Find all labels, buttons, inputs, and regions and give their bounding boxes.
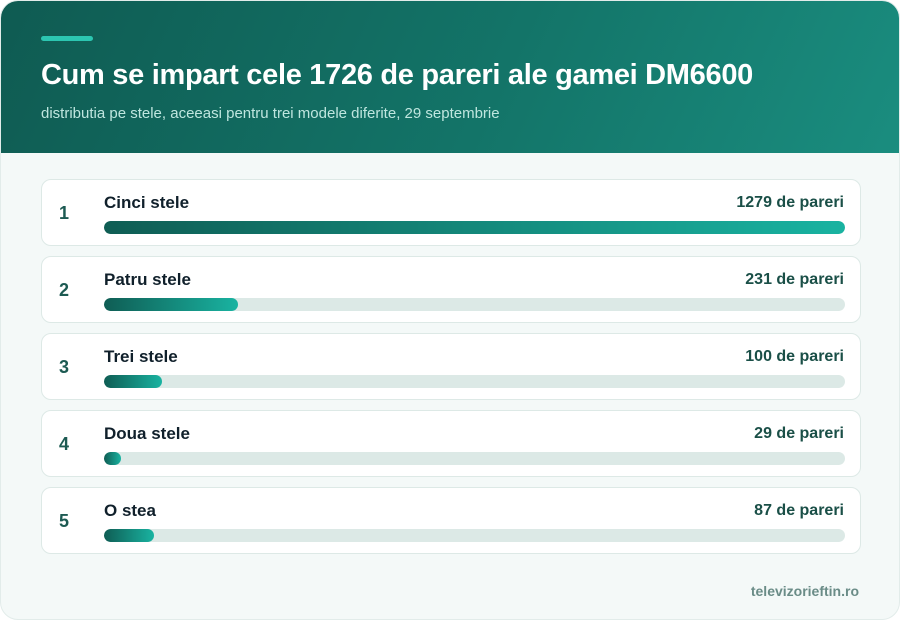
bar-rank: 2: [59, 280, 70, 300]
bar-rank: 4: [59, 434, 70, 454]
bar-category-label: Patru stele: [104, 270, 191, 289]
bar-value-label: 1279 de pareri: [736, 194, 844, 211]
bar-track: [104, 298, 845, 311]
bar-fill: [104, 529, 154, 542]
bar-track: [104, 452, 845, 465]
bar-value-label: 231 de pareri: [745, 271, 844, 288]
bar-value-label: 100 de pareri: [745, 348, 844, 365]
bar-track: [104, 221, 845, 234]
accent-line: [41, 36, 93, 41]
chart-title: Cum se impart cele 1726 de pareri ale ga…: [41, 59, 753, 91]
bar-rank: 3: [59, 357, 70, 377]
bar-row: 4 Doua stele 29 de pareri: [41, 410, 861, 477]
bar-row: 3 Trei stele 100 de pareri: [41, 333, 861, 400]
bar-value-label: 87 de pareri: [754, 502, 844, 519]
bar-fill: [104, 298, 238, 311]
bar-category-label: Cinci stele: [104, 193, 190, 212]
bar-row: 2 Patru stele 231 de pareri: [41, 256, 861, 323]
bar-value-label: 29 de pareri: [754, 425, 844, 442]
bar-row: 1 Cinci stele 1279 de pareri: [41, 179, 861, 246]
bar-rank: 1: [59, 203, 70, 223]
bar-row: 5 O stea 87 de pareri: [41, 487, 861, 554]
bar-list: 1 Cinci stele 1279 de pareri 2 Patru stele 23…: [41, 179, 861, 564]
chart-header: Cum se impart cele 1726 de pareri ale ga…: [1, 1, 899, 153]
bar-fill: [104, 375, 162, 388]
bar-track: [104, 529, 845, 542]
source-credit: televizorieftin.ro: [750, 583, 859, 599]
chart-subtitle: distributia pe stele, aceeasi pentru tre…: [41, 105, 500, 122]
bar-category-label: Doua stele: [104, 424, 190, 443]
bar-category-label: Trei stele: [104, 347, 178, 366]
bar-category-label: O stea: [104, 501, 156, 520]
bar-fill: [104, 452, 121, 465]
bar-track: [104, 375, 845, 388]
bar-fill: [104, 221, 845, 234]
bar-rank: 5: [59, 511, 70, 531]
